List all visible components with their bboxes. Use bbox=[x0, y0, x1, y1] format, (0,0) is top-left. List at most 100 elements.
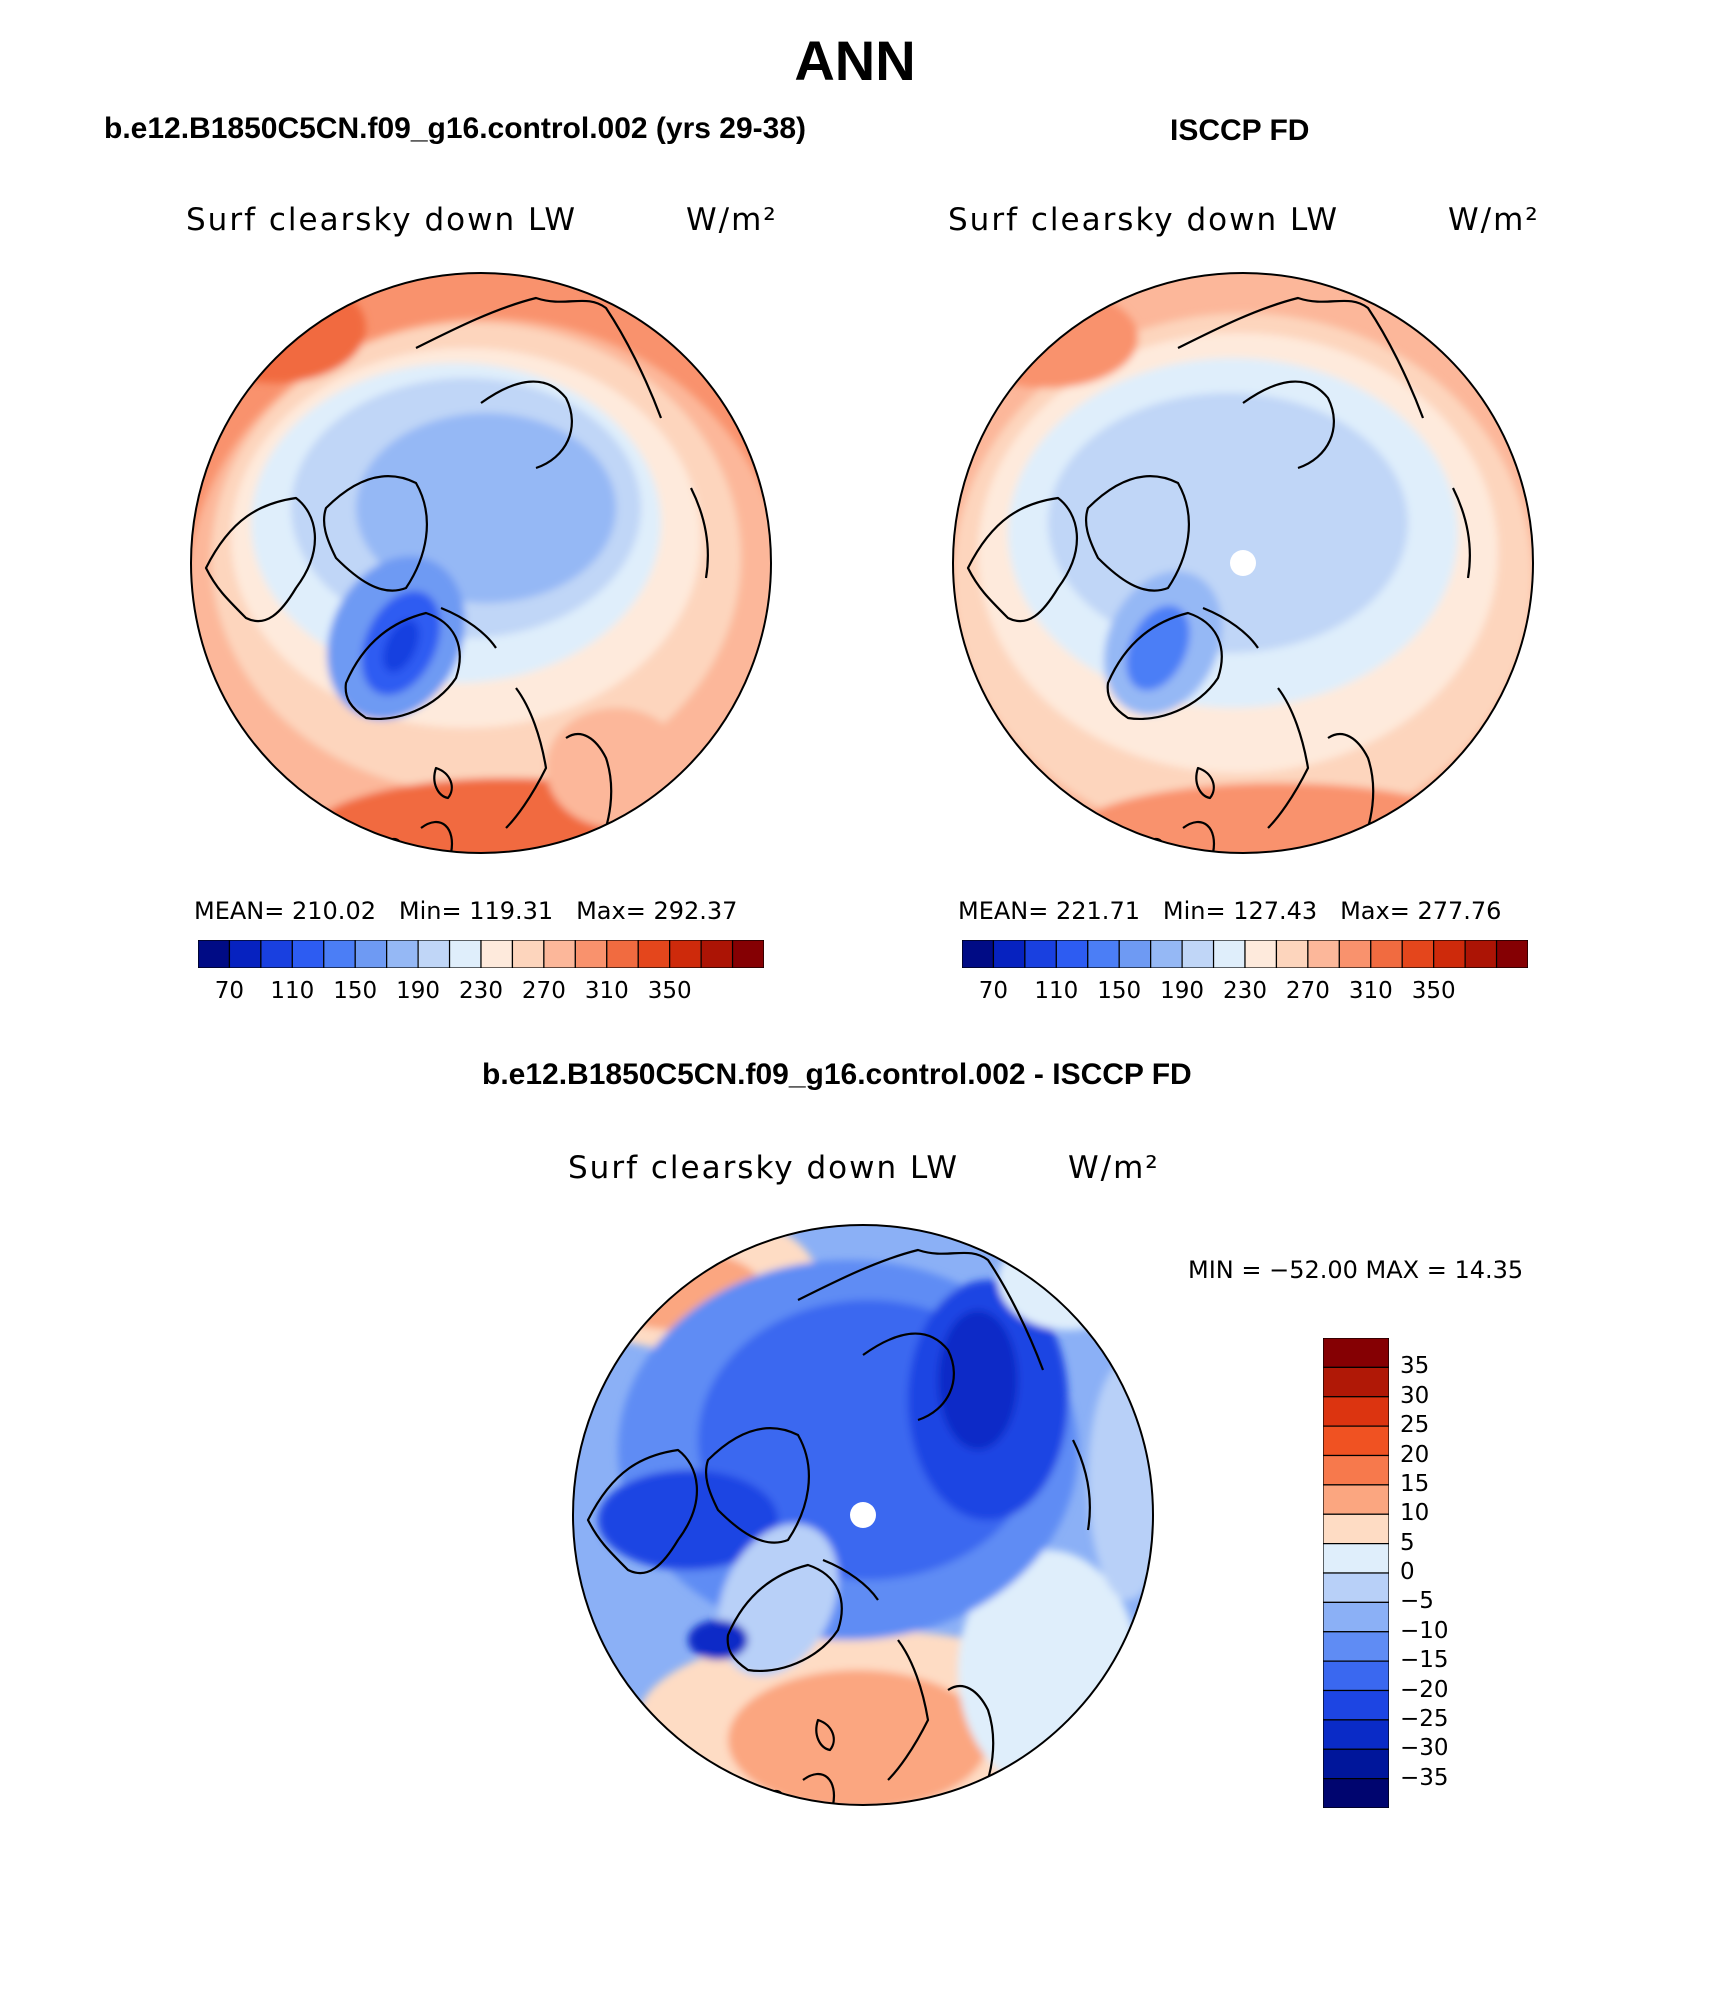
model-colorbar-svg bbox=[197, 939, 765, 969]
colorbar-swatch bbox=[669, 939, 702, 969]
colorbar-swatch bbox=[1322, 1396, 1390, 1427]
obs-stats: MEAN= 221.71 Min= 127.43 Max= 277.76 bbox=[958, 897, 1501, 925]
colorbar-swatch bbox=[323, 939, 356, 969]
colorbar-swatch bbox=[1322, 1484, 1390, 1515]
colorbar-tick-label: −15 bbox=[1400, 1647, 1449, 1674]
colorbar-tick-label: 350 bbox=[647, 978, 692, 1004]
colorbar-tick-label: −35 bbox=[1400, 1764, 1449, 1791]
colorbar-swatch bbox=[260, 939, 293, 969]
obs-polar-map bbox=[952, 272, 1534, 854]
obs-variable-label: Surf clearsky down LW bbox=[948, 202, 1340, 238]
colorbar-tick-label: 270 bbox=[521, 978, 566, 1004]
colorbar-swatch bbox=[1024, 939, 1057, 969]
colorbar-tick-label: −20 bbox=[1400, 1676, 1449, 1703]
colorbar-swatch bbox=[1322, 1543, 1390, 1574]
colorbar-swatch bbox=[448, 939, 482, 969]
colorbar-swatch bbox=[1401, 939, 1435, 969]
diff-units-label: W/m² bbox=[1068, 1150, 1160, 1186]
colorbar-tick-label: 20 bbox=[1400, 1441, 1430, 1468]
colorbar-swatch bbox=[386, 939, 419, 969]
colorbar-swatch bbox=[731, 939, 765, 969]
model-max-value: 292.37 bbox=[653, 897, 738, 925]
colorbar-swatch bbox=[417, 939, 451, 969]
model-mean-value: 210.02 bbox=[292, 897, 376, 925]
colorbar-swatch bbox=[1181, 939, 1215, 969]
colorbar-tick-label: 110 bbox=[1034, 978, 1079, 1004]
page-title: ANN bbox=[794, 29, 916, 92]
colorbar-swatch bbox=[1464, 939, 1498, 969]
colorbar-tick-label: 10 bbox=[1400, 1500, 1430, 1527]
colorbar-swatch bbox=[480, 939, 514, 969]
colorbar-swatch bbox=[606, 939, 639, 969]
colorbar-tick-label: 110 bbox=[270, 978, 315, 1004]
model-stats: MEAN= 210.02 Min= 119.31 Max= 292.37 bbox=[194, 897, 737, 925]
colorbar-tick-label: 270 bbox=[1285, 978, 1330, 1004]
model-min-label: Min= bbox=[398, 897, 462, 925]
obs-colorbar-labels: 70 110 150 190 230 270 310 350 bbox=[962, 978, 1528, 1008]
diff-stats: MIN = −52.00 MAX = 14.35 bbox=[1188, 1256, 1524, 1284]
diff-heading: b.e12.B1850C5CN.f09_g16.control.002 - IS… bbox=[482, 1058, 1192, 1091]
model-colorbar bbox=[197, 939, 765, 969]
diff-colorbar-labels: 35 30 25 20 15 10 5 0 −5 −10 −15 −20 −25 −30 −35 bbox=[1400, 1338, 1480, 1808]
colorbar-swatch bbox=[1307, 939, 1340, 969]
model-polar-map bbox=[190, 272, 772, 854]
colorbar-tick-label: 230 bbox=[1223, 978, 1267, 1004]
colorbar-swatch bbox=[1322, 1748, 1390, 1780]
colorbar-tick-label: 230 bbox=[459, 978, 503, 1004]
colorbar-swatch bbox=[1212, 939, 1246, 969]
colorbar-swatch bbox=[1322, 1366, 1390, 1398]
colorbar-swatch bbox=[1275, 939, 1309, 969]
obs-max-value: 277.76 bbox=[1417, 897, 1502, 925]
colorbar-tick-label: 150 bbox=[1097, 978, 1142, 1004]
colorbar-swatch bbox=[1118, 939, 1152, 969]
obs-mean-label: MEAN= bbox=[958, 897, 1049, 925]
model-mean-label: MEAN= bbox=[194, 897, 285, 925]
colorbar-swatch bbox=[992, 939, 1026, 969]
colorbar-swatch bbox=[511, 939, 545, 969]
obs-mean-value: 221.71 bbox=[1056, 897, 1140, 925]
diff-polar-map bbox=[572, 1224, 1154, 1806]
colorbar-tick-label: 5 bbox=[1400, 1529, 1415, 1556]
colorbar-swatch bbox=[1322, 1631, 1390, 1662]
colorbar-tick-label: −10 bbox=[1400, 1617, 1449, 1644]
obs-heading: ISCCP FD bbox=[1170, 114, 1310, 147]
obs-units-label: W/m² bbox=[1448, 202, 1540, 238]
colorbar-swatch bbox=[1495, 939, 1529, 969]
colorbar-tick-label: 25 bbox=[1400, 1412, 1430, 1439]
colorbar-tick-label: −5 bbox=[1400, 1588, 1434, 1615]
colorbar-tick-label: −25 bbox=[1400, 1705, 1449, 1732]
colorbar-swatch bbox=[637, 939, 671, 969]
model-colorbar-labels: 70 110 150 190 230 270 310 350 bbox=[198, 978, 764, 1008]
colorbar-tick-label: 190 bbox=[1160, 978, 1205, 1004]
colorbar-tick-label: 190 bbox=[396, 978, 441, 1004]
diff-colorbar bbox=[1322, 1337, 1390, 1809]
colorbar-swatch bbox=[1244, 939, 1278, 969]
colorbar-swatch bbox=[1370, 939, 1403, 969]
colorbar-swatch bbox=[1322, 1719, 1390, 1750]
colorbar-tick-label: 0 bbox=[1400, 1559, 1415, 1585]
colorbar-tick-label: 70 bbox=[978, 978, 1009, 1004]
colorbar-tick-label: 350 bbox=[1411, 978, 1456, 1004]
colorbar-swatch bbox=[1322, 1513, 1390, 1545]
colorbar-swatch bbox=[228, 939, 262, 969]
colorbar-swatch bbox=[1322, 1778, 1390, 1809]
colorbar-swatch bbox=[700, 939, 734, 969]
obs-min-value: 127.43 bbox=[1233, 897, 1318, 925]
colorbar-swatch bbox=[574, 939, 608, 969]
colorbar-swatch bbox=[354, 939, 388, 969]
colorbar-tick-label: 15 bbox=[1400, 1470, 1430, 1497]
colorbar-swatch bbox=[197, 939, 231, 969]
model-max-label: Max= bbox=[576, 897, 646, 925]
colorbar-swatch bbox=[1338, 939, 1372, 969]
colorbar-swatch bbox=[1322, 1454, 1390, 1486]
colorbar-swatch bbox=[1322, 1425, 1390, 1457]
diff-variable-label: Surf clearsky down LW bbox=[568, 1150, 960, 1186]
colorbar-tick-label: 70 bbox=[214, 978, 245, 1004]
obs-max-label: Max= bbox=[1340, 897, 1410, 925]
colorbar-swatch bbox=[1322, 1689, 1390, 1721]
colorbar-swatch bbox=[543, 939, 576, 969]
colorbar-swatch bbox=[1322, 1337, 1390, 1368]
colorbar-swatch bbox=[1433, 939, 1466, 969]
colorbar-swatch bbox=[1322, 1572, 1390, 1603]
colorbar-tick-label: 35 bbox=[1400, 1353, 1430, 1380]
